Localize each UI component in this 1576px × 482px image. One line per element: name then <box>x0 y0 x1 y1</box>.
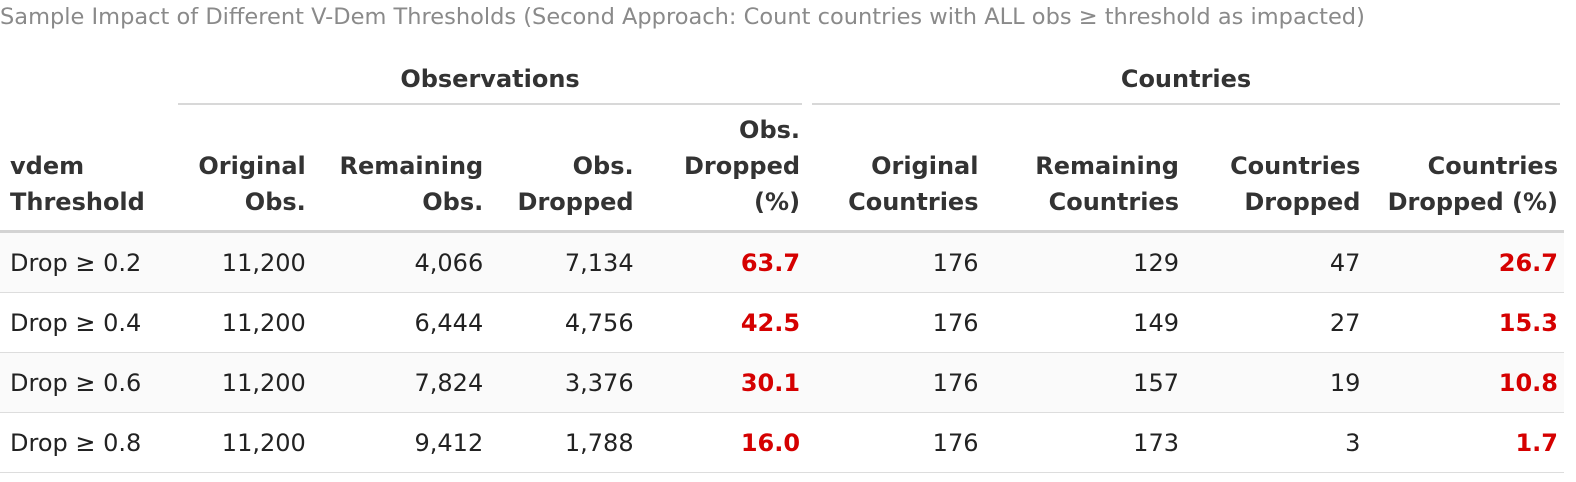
column-header: vdem Threshold <box>0 106 179 233</box>
column-header: Countries Dropped (%) <box>1366 106 1564 233</box>
table-cell: 3 <box>1184 412 1367 473</box>
table-cell: 16.0 <box>639 412 807 473</box>
table-row: Drop ≥ 0.6 11,200 7,824 3,376 30.1 176 157 19 10… <box>0 352 1564 413</box>
table-cell: 7,134 <box>489 231 640 293</box>
column-header-line: Obs. <box>572 152 634 180</box>
column-header: Original Obs. <box>178 106 312 233</box>
column-header-line: Obs. <box>244 188 306 216</box>
column-header-line: Countries <box>1427 152 1558 180</box>
column-header-line: Dropped (%) <box>1387 188 1558 216</box>
table-cell: 3,376 <box>489 352 640 413</box>
column-header-line: Threshold <box>10 188 145 216</box>
table-cell: 7,824 <box>311 352 490 413</box>
table-cell: 1,788 <box>489 412 640 473</box>
table-cell: 9,412 <box>311 412 490 473</box>
table-cell: Drop ≥ 0.2 <box>0 231 179 293</box>
column-header: Remaining Obs. <box>311 106 490 233</box>
table-row: Drop ≥ 0.2 11,200 4,066 7,134 63.7 176 129 47 26… <box>0 231 1564 293</box>
table-cell: Drop ≥ 0.8 <box>0 412 179 473</box>
table-cell: 19 <box>1184 352 1367 413</box>
column-header-line: Countries <box>1230 152 1361 180</box>
column-header: Original Countries <box>806 106 985 233</box>
column-header-row: vdem Threshold Original Obs. Remaining Obs. Ob… <box>0 106 1564 233</box>
column-header-line: Remaining <box>1035 152 1179 180</box>
table-cell: 157 <box>984 352 1185 413</box>
table-cell: 176 <box>806 352 985 413</box>
table-cell: 4,756 <box>489 292 640 353</box>
table-cell: 10.8 <box>1366 352 1564 413</box>
column-header-line: (%) <box>754 188 801 216</box>
column-header-line: Obs. <box>739 116 801 144</box>
column-header-line: Dropped <box>1244 188 1361 216</box>
threshold-impact-table: Observations Countries vdem Threshold Orig… <box>0 60 1564 473</box>
table-cell: 30.1 <box>639 352 807 413</box>
table-cell: 1.7 <box>1366 412 1564 473</box>
column-spanner-row: Observations Countries <box>0 60 1564 106</box>
spanner-observations: Observations <box>0 60 806 106</box>
table-cell: 129 <box>984 231 1185 293</box>
table-row: Drop ≥ 0.8 11,200 9,412 1,788 16.0 176 173 3 1.7 <box>0 412 1564 473</box>
column-header-line: Countries <box>848 188 979 216</box>
table-cell: 11,200 <box>178 292 312 353</box>
column-header: Remaining Countries <box>984 106 1185 233</box>
column-header-line: Remaining <box>339 152 484 180</box>
column-header-line: Countries <box>1048 188 1179 216</box>
table-cell: 11,200 <box>178 412 312 473</box>
column-header-line: Dropped <box>683 152 801 180</box>
table-cell: 176 <box>806 412 985 473</box>
column-header: Countries Dropped <box>1184 106 1367 233</box>
table-cell: 42.5 <box>639 292 807 353</box>
table-cell: 26.7 <box>1366 231 1564 293</box>
table-cell: 173 <box>984 412 1185 473</box>
table-cell: 176 <box>806 292 985 353</box>
table-cell: 27 <box>1184 292 1367 353</box>
column-header-line: Original <box>871 152 979 180</box>
table-cell: 11,200 <box>178 352 312 413</box>
column-header-line: Original <box>198 152 306 180</box>
table-cell: 11,200 <box>178 231 312 293</box>
column-header-line: Obs. <box>422 188 484 216</box>
table-cell: 6,444 <box>311 292 490 353</box>
table-cell: 4,066 <box>311 231 490 293</box>
column-header: Obs. Dropped (%) <box>639 106 807 233</box>
column-header-line: vdem <box>10 152 85 180</box>
table-row: Drop ≥ 0.4 11,200 6,444 4,756 42.5 176 149 27 15… <box>0 292 1564 353</box>
column-header: Obs. Dropped <box>489 106 640 233</box>
table-cell: 149 <box>984 292 1185 353</box>
spanner-countries: Countries <box>806 60 1564 106</box>
table-cell: Drop ≥ 0.4 <box>0 292 179 353</box>
table-cell: 15.3 <box>1366 292 1564 353</box>
table-cell: 47 <box>1184 231 1367 293</box>
table-cell: 176 <box>806 231 985 293</box>
column-header-line: Dropped <box>517 188 634 216</box>
table-caption: Sample Impact of Different V-Dem Thresho… <box>0 4 1365 30</box>
table-body: Drop ≥ 0.2 11,200 4,066 7,134 63.7 176 129 47 26… <box>0 231 1564 473</box>
table-cell: 63.7 <box>639 231 807 293</box>
table-cell: Drop ≥ 0.6 <box>0 352 179 413</box>
